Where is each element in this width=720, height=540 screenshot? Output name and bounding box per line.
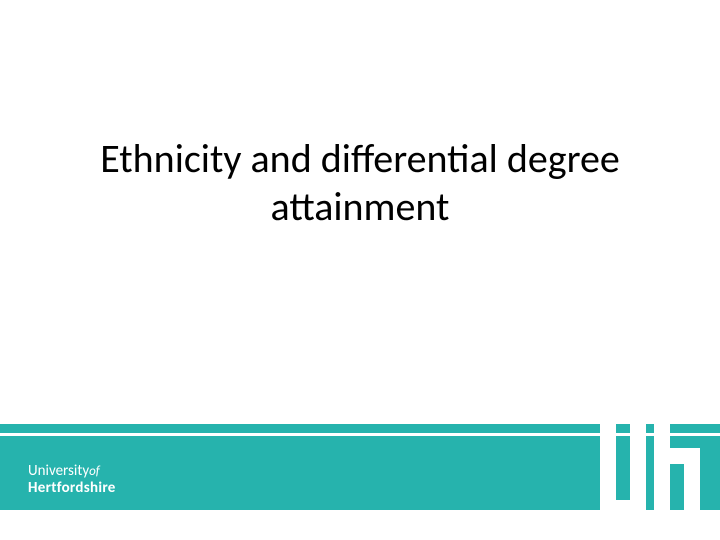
university-of: of bbox=[89, 464, 100, 479]
university-line-2: Hertfordshire bbox=[28, 480, 116, 497]
footer-band: Universityof Hertfordshire bbox=[0, 424, 720, 510]
university-prefix: University bbox=[28, 462, 89, 480]
uh-logo-icon bbox=[600, 418, 700, 516]
slide: Ethnicity and differential degree attain… bbox=[0, 0, 720, 540]
university-line-1: Universityof bbox=[28, 463, 116, 480]
university-name: Universityof Hertfordshire bbox=[28, 463, 116, 496]
slide-title: Ethnicity and differential degree attain… bbox=[0, 135, 720, 231]
